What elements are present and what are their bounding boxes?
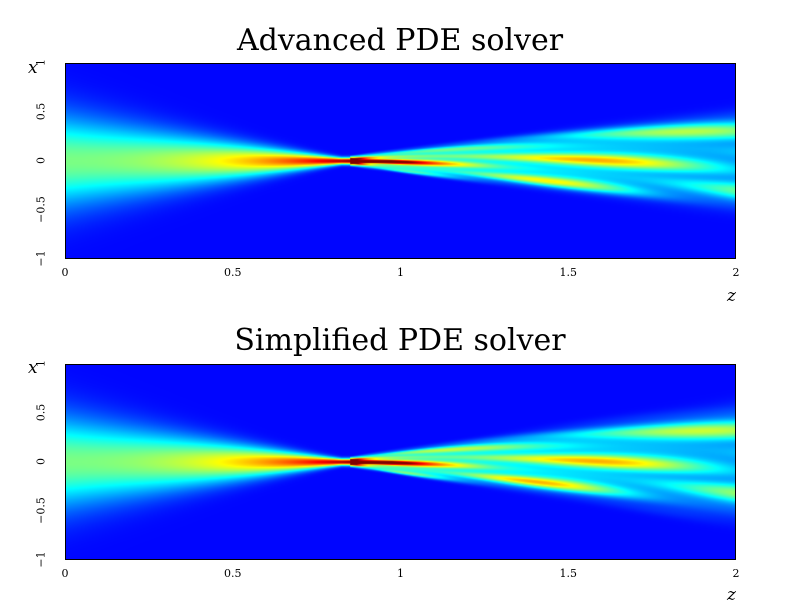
heatmap-plot-area: [65, 364, 736, 560]
chart-panel-simplified: Simplified PDE solver x 0 0.5 1 1.5 2 −1 −0.5…: [0, 300, 800, 605]
x-tick-label: 1: [397, 266, 404, 279]
chart-title: Advanced PDE solver: [236, 23, 564, 58]
y-tick-label: 0.5: [34, 102, 48, 121]
y-tick-label: 0.5: [34, 403, 48, 422]
x-tick-label: 2: [732, 266, 740, 279]
x-tick-label: 0.5: [224, 266, 242, 279]
y-axis-label: x: [28, 58, 38, 78]
x-tick-label: 1: [397, 567, 404, 580]
chart-title: Simplified PDE solver: [234, 323, 566, 358]
x-tick-label: 0: [61, 266, 69, 279]
y-tick-label: −1: [34, 551, 48, 568]
x-tick-label: 1.5: [559, 567, 578, 580]
y-tick-label: −0.5: [34, 497, 48, 524]
x-tick-label: 2: [732, 567, 740, 580]
y-tick-label: −0.5: [34, 196, 48, 223]
heatmap-canvas: [66, 64, 735, 258]
x-axis-label: z: [727, 585, 736, 605]
y-tick-label: 1: [34, 360, 48, 367]
heatmap-plot-area: [65, 63, 736, 259]
x-tick-label: 0: [61, 567, 69, 580]
x-tick-label: 1.5: [559, 266, 578, 279]
x-axis-label: z: [727, 286, 736, 306]
y-axis-label: x: [28, 358, 38, 378]
y-tick-label: 0: [34, 157, 48, 164]
y-tick-label: 1: [34, 59, 48, 66]
y-tick-label: −1: [34, 250, 48, 267]
heatmap-canvas: [66, 365, 735, 559]
chart-panel-advanced: Advanced PDE solver x 0 0.5 1 1.5 2 −1 −0.5 0 0…: [0, 0, 800, 307]
x-tick-label: 0.5: [224, 567, 242, 580]
y-tick-label: 0: [34, 458, 48, 465]
